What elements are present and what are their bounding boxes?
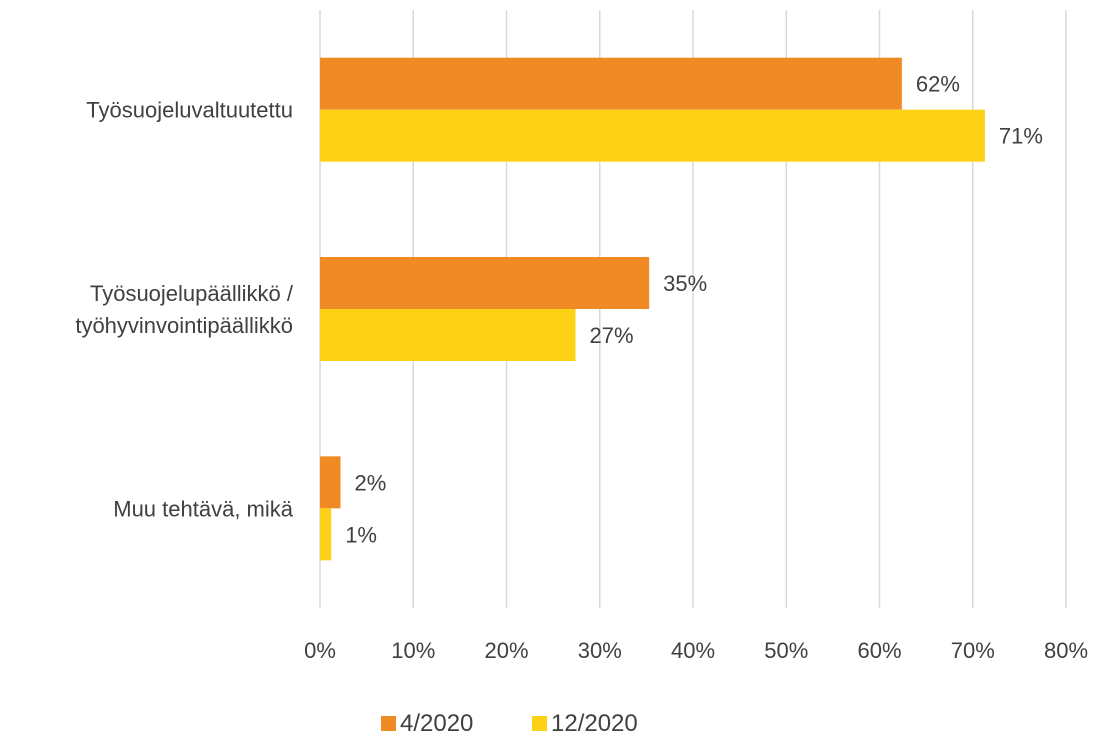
legend-swatch-1 [532, 716, 547, 731]
bar-12-2020-cat-2 [320, 508, 332, 561]
legend-label-0: 4/2020 [400, 710, 473, 737]
x-tick-label-0: 0% [304, 638, 336, 663]
x-tick-label-1: 10% [391, 638, 435, 663]
data-label-4-2020-cat-0: 62% [916, 72, 960, 97]
legend-label-1: 12/2020 [551, 710, 638, 737]
x-axis-ticks: 0% 10% 20% 30% 40% 50% 60% 70% 80% [304, 638, 1088, 663]
bar-4-2020-cat-1 [320, 257, 650, 309]
bar-4-2020-cat-0 [320, 57, 902, 110]
category-labels: Työsuojeluvaltuutettu Työsuojelupäällikkö… [75, 98, 294, 522]
x-tick-label-2: 20% [484, 638, 528, 663]
legend-swatch-0 [381, 716, 396, 731]
legend: 4/2020 12/2020 [381, 710, 638, 737]
x-tick-label-5: 50% [764, 638, 808, 663]
category-label-1: Työsuojelupäällikkö / työhyvinvointipääll… [75, 281, 294, 338]
data-label-12-2020-cat-1: 27% [590, 323, 634, 348]
data-label-12-2020-cat-0: 71% [999, 124, 1043, 149]
category-label-0: Työsuojeluvaltuutettu [86, 98, 293, 123]
x-tick-label-6: 60% [857, 638, 901, 663]
x-tick-label-4: 40% [671, 638, 715, 663]
data-label-4-2020-cat-2: 2% [355, 470, 387, 495]
bars [320, 57, 985, 561]
x-tick-label-7: 70% [951, 638, 995, 663]
data-label-12-2020-cat-2: 1% [345, 522, 377, 547]
bar-12-2020-cat-0 [320, 109, 985, 162]
data-labels: 62% 71% 35% 27% 2% 1% [345, 72, 1043, 548]
bar-4-2020-cat-2 [320, 456, 341, 509]
bar-12-2020-cat-1 [320, 309, 576, 361]
x-tick-label-3: 30% [578, 638, 622, 663]
data-label-4-2020-cat-1: 35% [663, 271, 707, 296]
category-label-2: Muu tehtävä, mikä [113, 496, 294, 521]
x-tick-label-8: 80% [1044, 638, 1088, 663]
